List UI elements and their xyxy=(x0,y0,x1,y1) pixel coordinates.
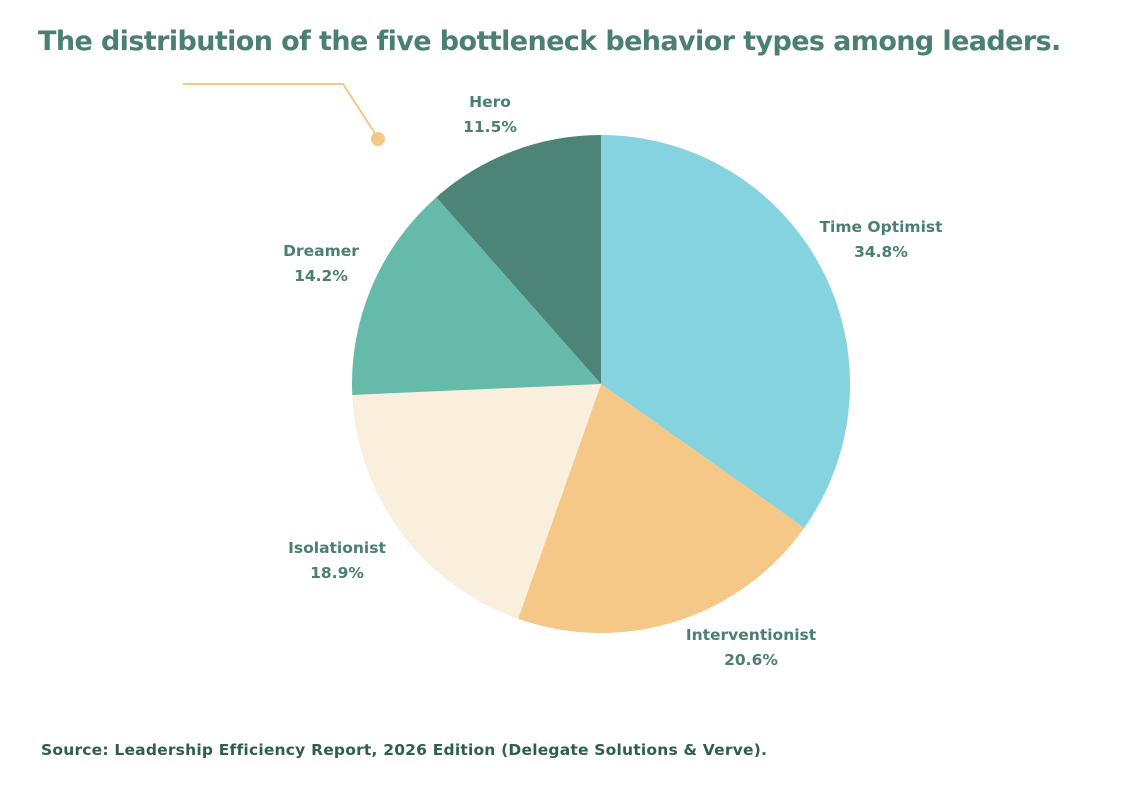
pie-slice-isolationist xyxy=(352,384,601,619)
slice-category: Interventionist xyxy=(685,626,817,644)
slice-category: Dreamer xyxy=(283,242,359,260)
slice-label-time-optimist: Time Optimist 34.8% xyxy=(819,215,942,265)
slice-category: Time Optimist xyxy=(819,218,943,236)
slice-value: 14.2% xyxy=(294,267,348,285)
slice-value: 20.6% xyxy=(724,651,778,669)
source-note: Source: Leadership Efficiency Report, 20… xyxy=(41,741,768,759)
slice-value: 18.9% xyxy=(310,564,364,582)
pie-slice-hero xyxy=(436,135,601,384)
slice-label-dreamer: Dreamer 14.2% xyxy=(283,239,359,289)
slice-label-hero: Hero 11.5% xyxy=(463,90,517,140)
pie-slice-interventionist xyxy=(518,384,805,633)
decorative-callout-line xyxy=(183,83,379,139)
pie-slice-dreamer xyxy=(352,197,601,395)
slice-label-interventionist: Interventionist 20.6% xyxy=(686,623,816,673)
slice-label-isolationist: Isolationist 18.9% xyxy=(288,536,386,586)
slice-category: Isolationist xyxy=(288,539,386,557)
chart-title: The distribution of the five bottleneck … xyxy=(38,26,1061,57)
slice-value: 11.5% xyxy=(463,118,517,136)
slice-value: 34.8% xyxy=(854,243,908,261)
slice-category: Hero xyxy=(469,93,511,111)
pie-slice-time-optimist xyxy=(601,135,850,528)
decorative-callout-dot xyxy=(371,132,385,146)
